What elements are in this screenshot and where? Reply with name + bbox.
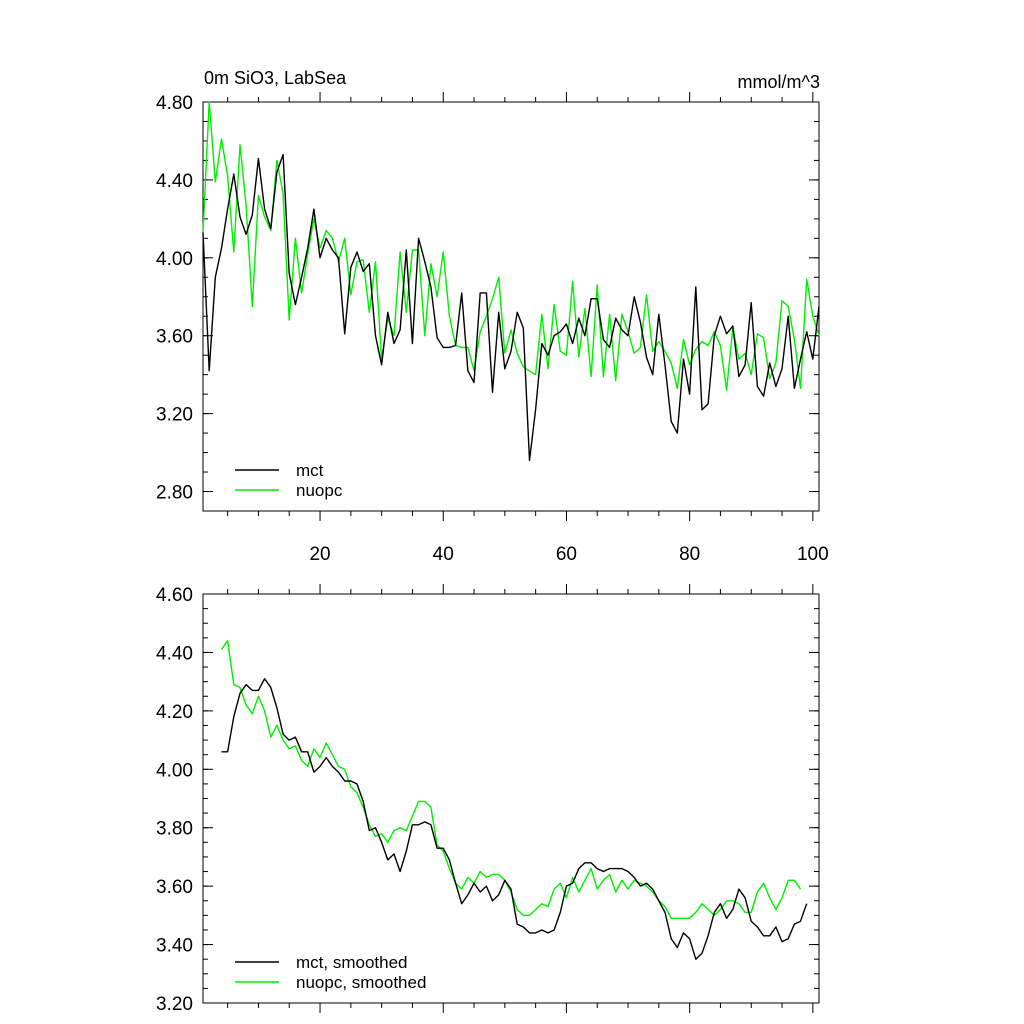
y-tick-label: 4.40 xyxy=(156,171,193,192)
x-tick-label: 100 xyxy=(797,544,829,565)
plot-frame-bottom xyxy=(202,593,820,1004)
legend-label-mct: mct xyxy=(296,461,324,480)
bottom-panel: 3.20 3.40 3.60 3.80 4.00 4.20 4.40 4.60 mct, sm… xyxy=(156,584,820,1015)
series-line-nuopc-smoothed xyxy=(220,640,802,919)
top-panel: 0m SiO3, LabSea mmol/m^3 2.80 3.20 3.60 4.0… xyxy=(156,68,829,565)
x-tick-label: 20 xyxy=(309,544,330,565)
legend-label-nuopc: nuopc xyxy=(296,481,343,500)
x-tick-label: 60 xyxy=(556,544,577,565)
y-tick-label: 4.00 xyxy=(156,760,193,781)
y-tick-label: 4.40 xyxy=(156,643,193,664)
y-tick-label: 3.40 xyxy=(156,936,193,957)
y-tick-label: 4.80 xyxy=(156,93,193,114)
y-tick-label: 4.00 xyxy=(156,249,193,270)
y-tick-label: 3.20 xyxy=(156,405,193,426)
y-tick-label: 4.20 xyxy=(156,702,193,723)
series-line-mct xyxy=(202,153,820,462)
x-tick-label: 80 xyxy=(679,544,700,565)
series-line-mct-smoothed xyxy=(221,678,808,960)
legend-label-mct-smoothed: mct, smoothed xyxy=(296,953,408,972)
legend-label-nuopc-smoothed: nuopc, smoothed xyxy=(296,973,426,992)
chart-title-left: 0m SiO3, LabSea xyxy=(204,68,347,88)
plot-frame-top xyxy=(202,101,820,512)
y-tick-label: 4.60 xyxy=(156,585,193,606)
y-tick-label: 2.80 xyxy=(156,483,193,504)
y-tick-label: 3.20 xyxy=(156,994,193,1015)
x-tick-label: 40 xyxy=(433,544,454,565)
y-tick-label: 3.60 xyxy=(156,327,193,348)
y-tick-label: 3.80 xyxy=(156,819,193,840)
y-tick-label: 3.60 xyxy=(156,877,193,898)
series-line-nuopc xyxy=(202,101,820,391)
chart-title-right: mmol/m^3 xyxy=(738,72,820,92)
